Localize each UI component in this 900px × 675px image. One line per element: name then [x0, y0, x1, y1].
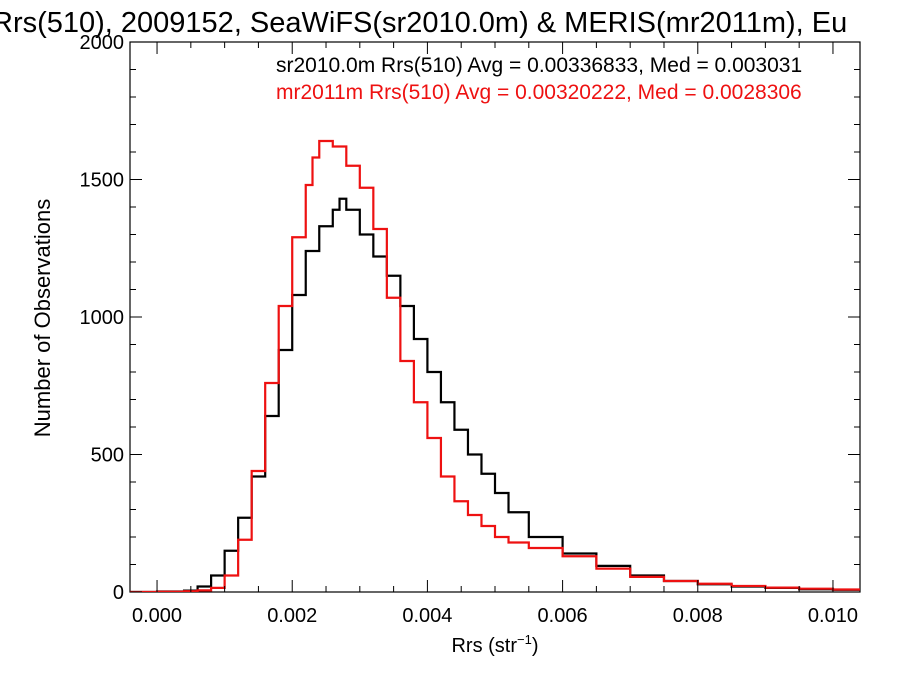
x-axis-label-end: )	[532, 635, 539, 657]
legend-entry-sr2010.0m: sr2010.0m Rrs(510) Avg = 0.00336833, Med…	[276, 54, 802, 77]
x-axis-label-text: Rrs (str	[451, 635, 517, 657]
x-tick-label: 0.004	[402, 605, 452, 627]
y-axis-ticks: 0 500 1000 1500 2000	[80, 32, 860, 604]
legend: sr2010.0m Rrs(510) Avg = 0.00336833, Med…	[276, 54, 802, 104]
x-tick-label: 0.006	[538, 605, 588, 627]
y-tick-label: 1000	[80, 307, 125, 329]
y-axis-label: Number of Observations	[30, 199, 55, 437]
chart-title: Rrs(510), 2009152, SeaWiFS(sr2010.0m) & …	[0, 7, 847, 39]
series-layer	[130, 139, 860, 592]
x-axis-label-superscript: −1	[517, 632, 532, 647]
y-tick-label: 2000	[80, 32, 125, 54]
legend-entry-mr2011m: mr2011m Rrs(510) Avg = 0.00320222, Med =…	[276, 81, 802, 104]
x-axis-ticks: 0.000 0.002 0.004 0.006 0.008 0.010	[132, 42, 858, 627]
x-tick-label: 0.010	[808, 605, 858, 627]
x-tick-label: 0.002	[267, 605, 317, 627]
x-tick-label: 0.008	[673, 605, 723, 627]
x-axis-label: Rrs (str−1)	[451, 632, 538, 657]
y-tick-label: 1500	[80, 170, 125, 192]
x-tick-label: 0.000	[132, 605, 182, 627]
y-tick-label: 500	[91, 445, 124, 467]
series-line-mr2011m	[130, 139, 860, 592]
y-tick-label: 0	[113, 582, 124, 604]
plot-area-border	[129, 41, 861, 593]
plot-frame	[129, 41, 861, 593]
